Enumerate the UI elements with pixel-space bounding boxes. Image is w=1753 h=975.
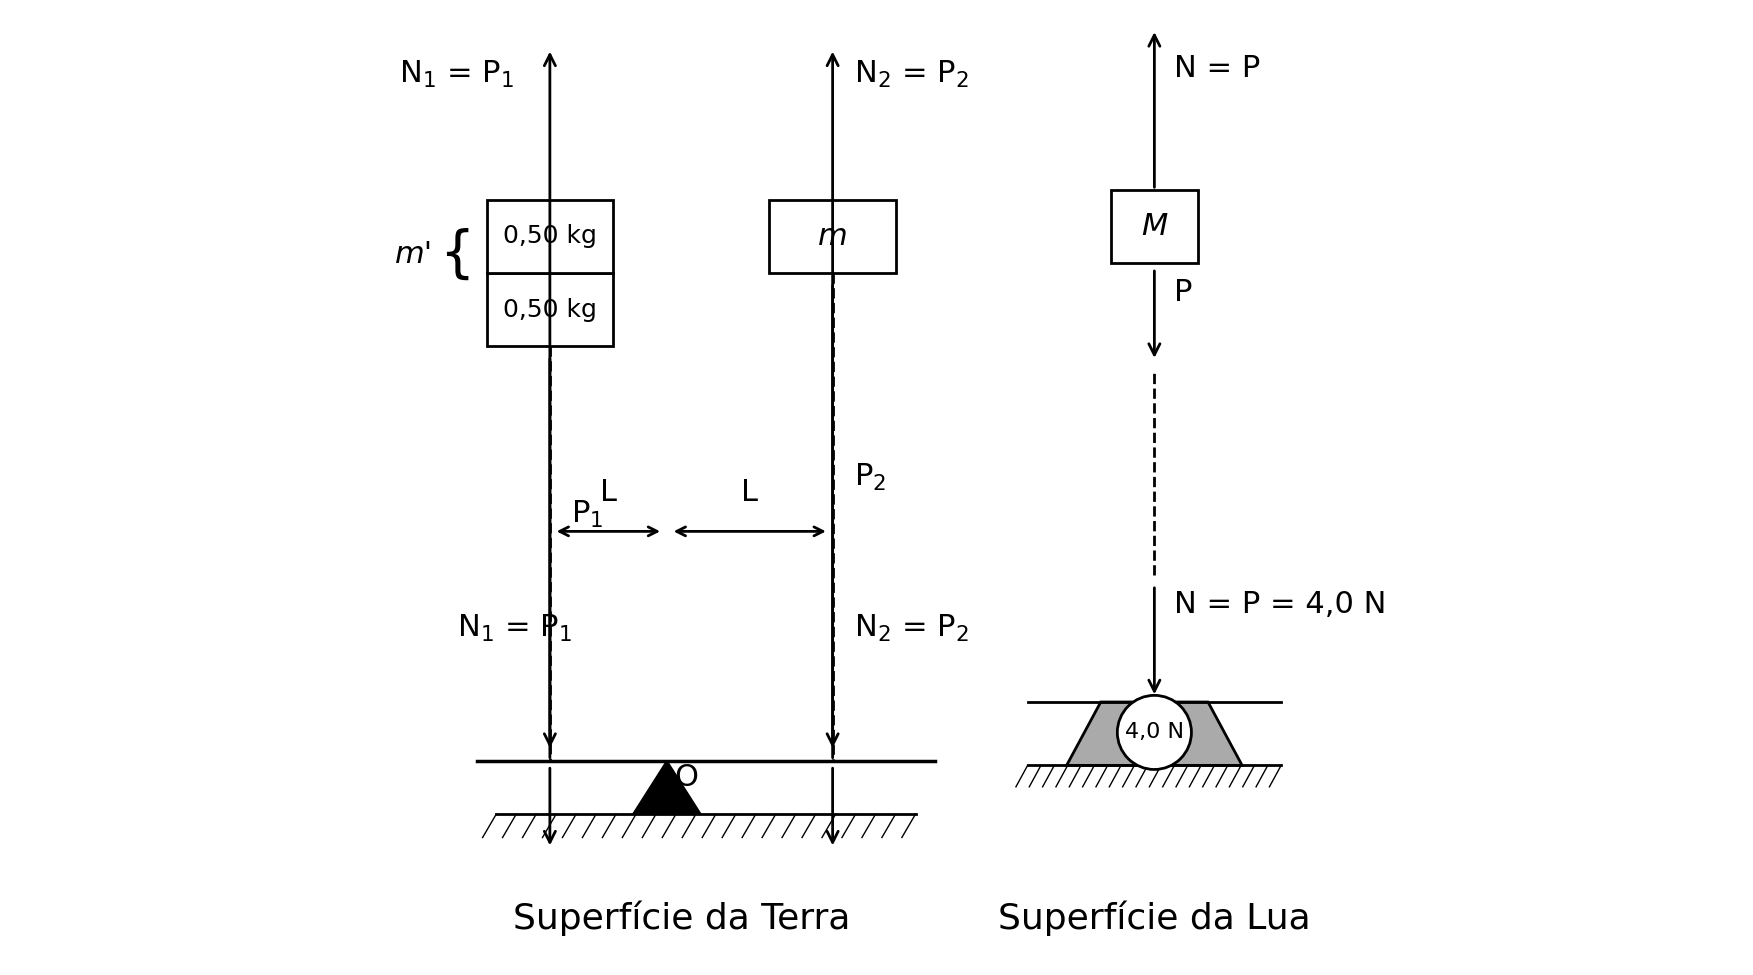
Text: m: m xyxy=(817,222,847,251)
Text: N$_1$ = P$_1$: N$_1$ = P$_1$ xyxy=(398,58,514,90)
Text: P$_1$: P$_1$ xyxy=(571,499,603,529)
Text: N = P: N = P xyxy=(1175,54,1260,83)
Text: 0,50 kg: 0,50 kg xyxy=(503,224,596,249)
Bar xyxy=(487,200,614,273)
Polygon shape xyxy=(633,760,701,814)
Text: {: { xyxy=(440,228,475,282)
Bar xyxy=(487,273,614,346)
Text: 4,0 N: 4,0 N xyxy=(1125,722,1183,742)
Circle shape xyxy=(1117,695,1192,769)
Bar xyxy=(1110,190,1199,263)
Bar xyxy=(770,200,896,273)
Text: Superfície da Terra: Superfície da Terra xyxy=(514,901,850,936)
Text: M: M xyxy=(1141,213,1167,241)
Text: N = P = 4,0 N: N = P = 4,0 N xyxy=(1175,590,1387,619)
Text: m': m' xyxy=(394,240,433,269)
Text: N$_2$ = P$_2$: N$_2$ = P$_2$ xyxy=(854,612,969,644)
Text: 0,50 kg: 0,50 kg xyxy=(503,297,596,322)
Text: P$_2$: P$_2$ xyxy=(854,462,887,493)
Polygon shape xyxy=(1066,702,1243,765)
Text: O: O xyxy=(675,763,699,793)
Text: N$_2$ = P$_2$: N$_2$ = P$_2$ xyxy=(854,58,969,90)
Text: N$_1$ = P$_1$: N$_1$ = P$_1$ xyxy=(458,612,571,644)
Text: Superfície da Lua: Superfície da Lua xyxy=(997,901,1311,936)
Text: P: P xyxy=(1175,278,1192,307)
Text: L: L xyxy=(742,478,759,507)
Text: L: L xyxy=(600,478,617,507)
